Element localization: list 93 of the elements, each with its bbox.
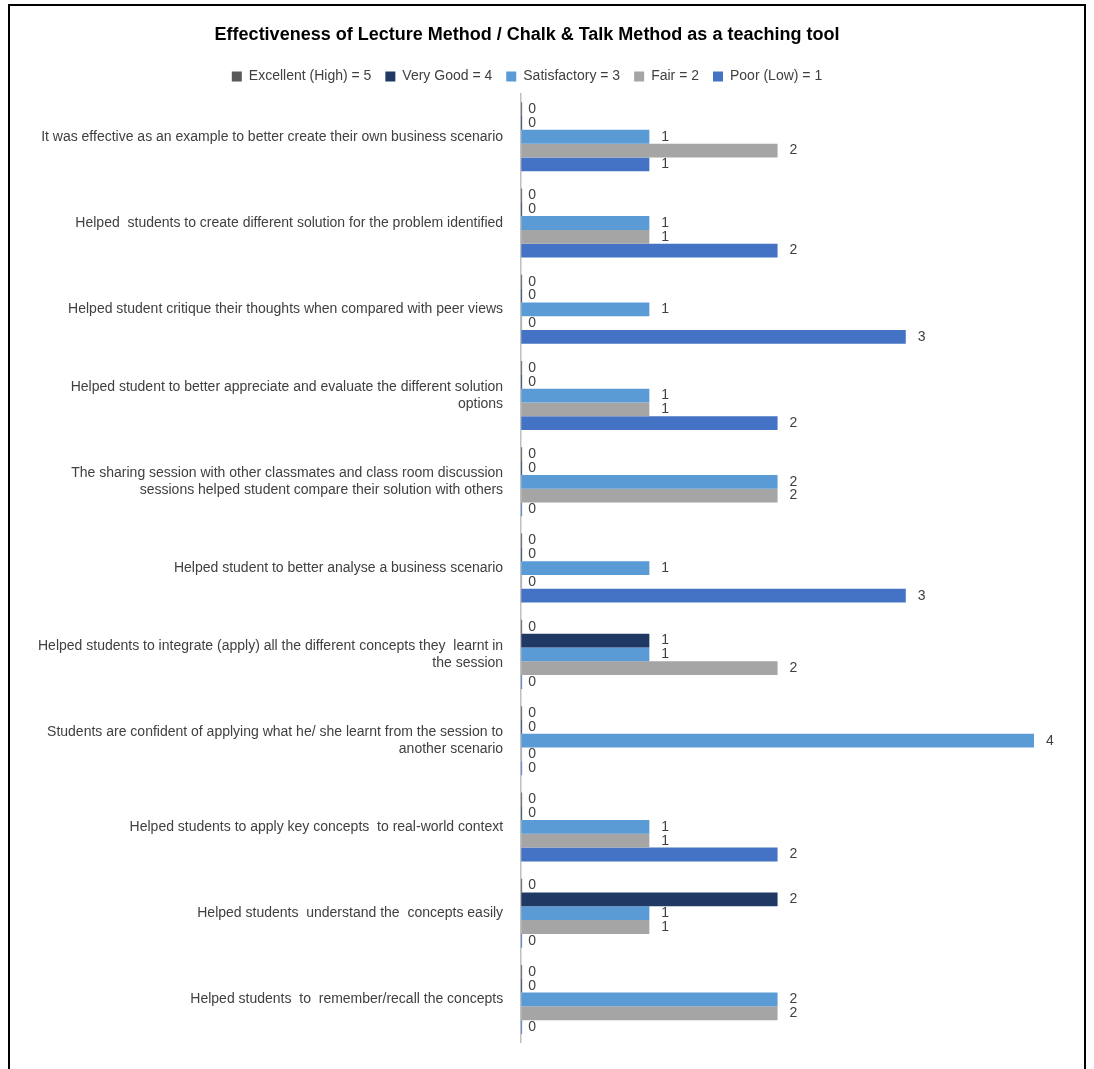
data-label: 0 (528, 745, 537, 762)
y-tick-label: The sharing session with other classmates and class room discussion sessions helped student compare their solution with others (71, 464, 504, 498)
y-tick-label: It was effective as an example to better create their own business scenario (41, 127, 504, 144)
legend-label: Satisfactory = 3 (523, 67, 621, 84)
y-tick-label: Helped students to create different solution for the problem identified (75, 213, 504, 230)
data-label: 0 (528, 286, 537, 303)
data-label: 0 (528, 962, 537, 979)
data-label: 1 (661, 227, 670, 244)
y-tick-label: Students are confident of applying what he/ she learnt from the session to another scenario (47, 723, 504, 756)
data-label: 1 (661, 300, 670, 317)
y-tick-label: Helped student critique their thoughts when compared with peer views (68, 300, 504, 317)
bar (521, 388, 650, 403)
bar (521, 833, 650, 848)
bar (521, 633, 650, 648)
data-label: 2 (789, 659, 798, 676)
data-label: 2 (789, 1004, 798, 1021)
legend-label: Very Good = 4 (402, 67, 493, 84)
legend-label: Poor (Low) = 1 (729, 67, 823, 84)
data-label: 1 (661, 400, 670, 417)
data-label: 1 (661, 817, 670, 834)
data-label: 0 (528, 672, 537, 689)
data-label: 1 (661, 155, 670, 172)
data-label: 0 (528, 931, 537, 948)
bar (521, 920, 650, 934)
chart-title: Effectiveness of Lecture Method / Chalk & Talk Method as a teaching tool (214, 23, 840, 44)
data-label: 0 (528, 313, 537, 330)
bar (521, 892, 778, 907)
bar (521, 588, 906, 603)
data-label: 0 (528, 876, 537, 893)
y-tick-label: Helped students to apply key concepts to real-world context (129, 817, 504, 834)
data-label: 0 (528, 717, 537, 734)
data-label: 0 (528, 200, 537, 217)
data-label: 0 (528, 976, 537, 993)
data-label: 0 (528, 99, 537, 116)
bar (521, 1006, 778, 1021)
data-label: 0 (528, 358, 537, 375)
bar (521, 561, 650, 575)
data-label: 0 (528, 186, 537, 203)
bar (521, 129, 650, 144)
data-label: 2 (789, 845, 798, 862)
bar (521, 243, 778, 258)
bar (521, 488, 778, 503)
bar (521, 402, 650, 417)
data-label: 1 (661, 631, 670, 648)
data-label: 2 (789, 472, 798, 489)
y-tick-label: Helped students understand the concepts easily (197, 904, 504, 921)
y-tick-label: Helped student to better analyse a business scenario (173, 558, 504, 575)
legend-label: Fair = 2 (651, 67, 700, 84)
data-label: 1 (661, 831, 670, 848)
data-label: 0 (528, 572, 537, 589)
y-tick-label: Helped student to better appreciate and evaluate the different solution options (70, 378, 504, 411)
data-label: 0 (528, 372, 537, 389)
data-label: 0 (528, 500, 537, 517)
data-label: 1 (661, 213, 670, 230)
bar (521, 992, 778, 1007)
data-label: 2 (789, 486, 798, 503)
data-label: 1 (661, 386, 670, 403)
bar (521, 474, 778, 489)
data-label: 0 (528, 545, 537, 562)
data-label: 0 (528, 1017, 537, 1034)
bar (521, 329, 906, 344)
data-label: 0 (528, 617, 537, 634)
data-label: 0 (528, 759, 537, 776)
data-label: 2 (789, 890, 798, 907)
bar (521, 216, 650, 230)
y-tick-label: Helped students to integrate (apply) all the different concepts they learnt in the session (37, 636, 504, 670)
bar (521, 143, 778, 158)
bar (521, 229, 650, 244)
bar (521, 906, 650, 921)
data-label: 0 (528, 272, 537, 289)
data-label: 2 (789, 241, 798, 258)
bar (521, 661, 778, 676)
data-label: 0 (528, 113, 537, 130)
data-label: 2 (789, 990, 798, 1007)
data-label: 1 (661, 645, 670, 662)
y-tick-label: Helped students to remember/recall the concepts (190, 990, 504, 1007)
legend-label: Excellent (High) = 5 (248, 67, 372, 84)
data-label: 2 (789, 141, 798, 158)
data-label: 3 (917, 327, 926, 344)
bar (521, 157, 650, 172)
data-label: 1 (661, 558, 670, 575)
bar (521, 416, 778, 431)
data-label: 0 (528, 703, 537, 720)
bar (521, 847, 778, 862)
data-label: 1 (661, 127, 670, 144)
bar (521, 302, 650, 317)
data-label: 3 (917, 586, 926, 603)
data-label: 4 (1046, 731, 1054, 748)
data-label: 2 (789, 414, 798, 431)
bar (521, 733, 1034, 748)
bar (521, 820, 650, 834)
bar (521, 647, 650, 662)
data-label: 0 (528, 531, 537, 548)
